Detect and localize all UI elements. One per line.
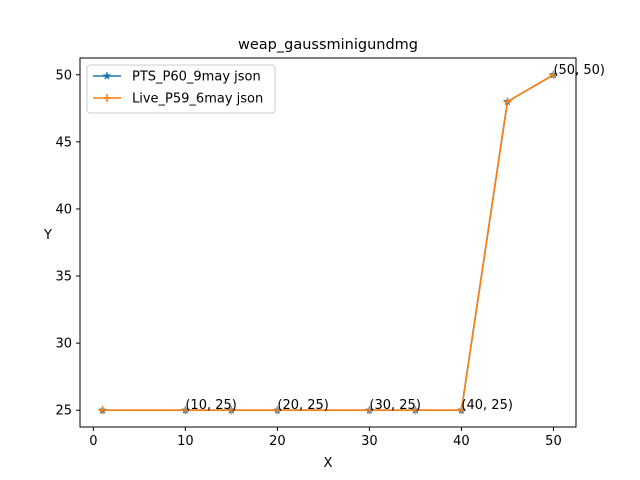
y-tick-label: 30 — [55, 337, 72, 352]
data-point — [181, 406, 190, 415]
legend-box — [86, 64, 276, 114]
legend-marker — [102, 71, 112, 80]
data-point — [549, 70, 558, 79]
legend-label: PTS_P60_9may json — [132, 70, 261, 85]
series-line — [102, 74, 554, 412]
x-tick-label: 20 — [269, 434, 286, 449]
axes-frame — [79, 57, 577, 428]
x-axis-label: X — [324, 456, 333, 471]
y-tick-label: 40 — [55, 202, 72, 217]
data-label: (10, 25) — [185, 398, 237, 413]
series-2 — [98, 70, 558, 415]
data-point — [457, 406, 466, 415]
legend: PTS_P60_9may json Live_P59_6may json — [86, 64, 276, 114]
y-tick-label: 45 — [55, 135, 72, 150]
legend-label: Live_P59_6may json — [132, 92, 263, 107]
plot-area — [98, 70, 558, 415]
data-point — [227, 406, 236, 415]
y-tick-label: 25 — [55, 404, 72, 419]
x-tick-label: 30 — [361, 434, 378, 449]
y-tick-label: 35 — [55, 270, 72, 285]
data-label: (30, 25) — [369, 398, 421, 413]
data-point — [273, 406, 282, 415]
legend-marker — [103, 94, 111, 102]
x-tick-label: 0 — [89, 434, 97, 449]
chart-title: weap_gaussminigundmg — [238, 37, 418, 53]
y-tick-label: 50 — [55, 68, 72, 83]
data-point — [503, 97, 512, 106]
x-tick-label: 10 — [177, 434, 194, 449]
data-label: (20, 25) — [277, 398, 329, 413]
point-annotations: (10, 25) (20, 25) (30, 25) (40, 25) (50, 50) — [185, 63, 605, 413]
series-1 — [98, 70, 558, 415]
data-label: (40, 25) — [461, 398, 512, 413]
x-tick-label: 50 — [545, 434, 562, 449]
axis-ticks: 0 10 20 30 40 50 25 30 35 40 45 50 — [55, 68, 561, 449]
x-tick-label: 40 — [453, 434, 470, 449]
data-point — [411, 406, 420, 415]
data-point — [98, 406, 107, 415]
legend-entry: PTS_P60_9may json — [93, 70, 261, 85]
data-label: (50, 50) — [553, 63, 605, 78]
legend-entry: Live_P59_6may json — [93, 92, 263, 107]
y-axis-label: Y — [43, 228, 52, 243]
data-point — [365, 406, 374, 415]
